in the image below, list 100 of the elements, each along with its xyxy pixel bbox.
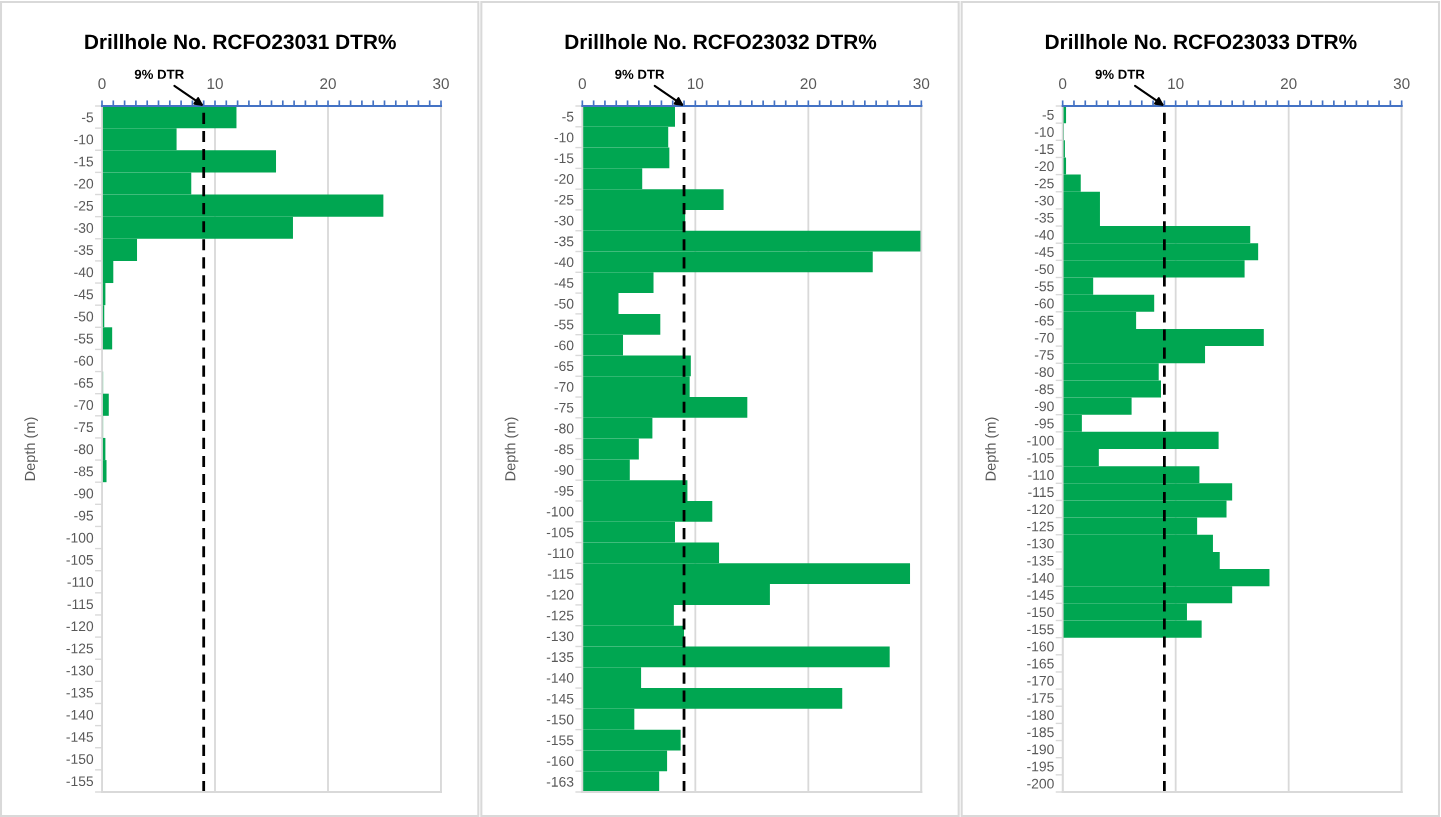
y-tick-label: -125 bbox=[546, 610, 574, 621]
y-tick-label: -20 bbox=[554, 174, 574, 184]
y-tick-label: -55 bbox=[1034, 281, 1054, 292]
y-tick-label: -25 bbox=[554, 194, 574, 205]
y-tick-label: -140 bbox=[546, 673, 574, 683]
y-tick-label: -140 bbox=[1027, 572, 1054, 583]
y-tick-label: -5 bbox=[1042, 110, 1054, 120]
y-tick-label: -30 bbox=[1034, 195, 1054, 206]
y-tick-label: -85 bbox=[554, 444, 574, 455]
y-tick-label: -45 bbox=[554, 278, 574, 288]
y-tick-label: -25 bbox=[74, 200, 94, 211]
y-tick-label: -130 bbox=[546, 631, 574, 642]
y-axis-title: Depth (m) bbox=[985, 417, 999, 481]
y-tick-label: -55 bbox=[554, 319, 574, 330]
y-tick-label: -125 bbox=[1027, 521, 1054, 532]
y-tick-label: -85 bbox=[1034, 384, 1054, 395]
y-tick-label: -120 bbox=[546, 589, 574, 600]
y-tick-label: -90 bbox=[1034, 401, 1054, 412]
y-tick-label: -40 bbox=[1034, 229, 1054, 240]
x-tick-label: 0 bbox=[1059, 78, 1067, 90]
y-tick-label: -110 bbox=[67, 577, 94, 587]
chart-title: Drillhole No. RCFO23032 DTR% bbox=[565, 33, 877, 50]
x-tick-label: 0 bbox=[578, 78, 586, 90]
x-tick-label: 30 bbox=[1393, 78, 1410, 90]
x-tick-label: 30 bbox=[913, 78, 930, 90]
y-tick-label: -155 bbox=[1027, 624, 1054, 635]
y-tick-label: -140 bbox=[66, 709, 94, 720]
y-tick-label: -185 bbox=[1027, 727, 1054, 738]
y-tick-label: -180 bbox=[1027, 710, 1054, 720]
y-tick-label: -155 bbox=[66, 776, 94, 787]
x-tick-label: 20 bbox=[800, 78, 817, 90]
x-tick-label: 0 bbox=[98, 78, 106, 90]
y-tick-label: -100 bbox=[1027, 435, 1054, 446]
y-tick-label: -35 bbox=[74, 245, 94, 256]
y-tick-label: -45 bbox=[1034, 247, 1054, 257]
y-tick-label: -110 bbox=[547, 548, 574, 559]
y-tick-label: -150 bbox=[546, 714, 574, 725]
y-tick-label: -90 bbox=[74, 488, 94, 499]
x-tick-label: 30 bbox=[433, 78, 449, 90]
ref-line-label: 9% DTR bbox=[615, 69, 665, 79]
x-tick-label: 10 bbox=[1168, 78, 1184, 90]
y-tick-label: -195 bbox=[1027, 761, 1054, 772]
y-tick-label: -65 bbox=[74, 377, 94, 388]
y-tick-label: -35 bbox=[554, 236, 574, 247]
y-tick-label: -190 bbox=[1027, 744, 1054, 755]
y-tick-label: -75 bbox=[74, 422, 94, 433]
y-tick-label: -75 bbox=[1034, 350, 1054, 360]
y-tick-label: -85 bbox=[74, 466, 94, 477]
ref-line-label: 9% DTR bbox=[1095, 69, 1145, 79]
y-tick-label: -10 bbox=[554, 132, 574, 143]
y-tick-label: -130 bbox=[1027, 538, 1054, 549]
y-tick-label: -163 bbox=[546, 776, 574, 787]
y-tick-label: -145 bbox=[1027, 590, 1054, 600]
y-tick-label: -115 bbox=[547, 569, 574, 579]
y-tick-label: -165 bbox=[1027, 658, 1054, 669]
y-axis-title: Depth (m) bbox=[504, 417, 519, 481]
y-tick-label: -60 bbox=[1034, 298, 1054, 309]
y-tick-label: -80 bbox=[74, 444, 94, 455]
y-tick-label: -135 bbox=[66, 687, 94, 698]
y-tick-label: -20 bbox=[1034, 161, 1054, 172]
y-tick-label: -150 bbox=[1027, 607, 1054, 618]
y-tick-label: -105 bbox=[1027, 452, 1054, 463]
y-tick-label: -110 bbox=[1028, 470, 1054, 480]
y-axis-title: Depth (m) bbox=[24, 417, 38, 481]
y-tick-label: -10 bbox=[1034, 127, 1054, 137]
y-tick-label: -70 bbox=[1034, 332, 1054, 343]
y-tick-label: -45 bbox=[74, 289, 94, 300]
y-tick-label: -150 bbox=[66, 754, 94, 764]
y-tick-label: -65 bbox=[1034, 315, 1054, 326]
y-tick-label: -5 bbox=[81, 112, 94, 123]
y-tick-label: -50 bbox=[1034, 264, 1054, 275]
y-tick-label: -135 bbox=[1027, 555, 1054, 566]
y-tick-label: -75 bbox=[554, 402, 574, 413]
y-tick-label: -60 bbox=[554, 340, 574, 351]
y-tick-label: -30 bbox=[74, 223, 94, 233]
y-tick-label: -95 bbox=[74, 510, 94, 521]
chart-title: Drillhole No. RCFO23031 DTR% bbox=[85, 33, 396, 50]
y-tick-label: -95 bbox=[554, 485, 574, 496]
y-tick-label: -145 bbox=[546, 693, 574, 704]
y-tick-label: -5 bbox=[562, 111, 574, 122]
chart-title: Drillhole No. RCFO23033 DTR% bbox=[1045, 33, 1357, 50]
y-tick-label: -30 bbox=[554, 215, 574, 226]
y-tick-label: -35 bbox=[1034, 212, 1054, 223]
y-tick-label: -55 bbox=[74, 333, 94, 344]
y-tick-label: -80 bbox=[1034, 367, 1054, 377]
y-tick-label: -15 bbox=[74, 156, 94, 167]
y-tick-label: -200 bbox=[1027, 778, 1054, 789]
y-tick-label: -155 bbox=[546, 735, 574, 746]
y-tick-label: -60 bbox=[74, 355, 94, 366]
y-tick-label: -115 bbox=[67, 599, 94, 610]
y-tick-label: -175 bbox=[1027, 693, 1054, 703]
ref-line-label: 9% DTR bbox=[134, 69, 184, 79]
y-tick-label: -90 bbox=[554, 465, 574, 475]
y-tick-label: -160 bbox=[1027, 641, 1054, 652]
y-tick-label: -15 bbox=[1034, 144, 1054, 155]
y-tick-label: -50 bbox=[74, 311, 94, 322]
y-tick-label: -160 bbox=[546, 756, 574, 766]
x-tick-label: 20 bbox=[320, 78, 336, 90]
y-tick-label: -130 bbox=[66, 665, 94, 676]
y-tick-label: -10 bbox=[74, 134, 94, 145]
